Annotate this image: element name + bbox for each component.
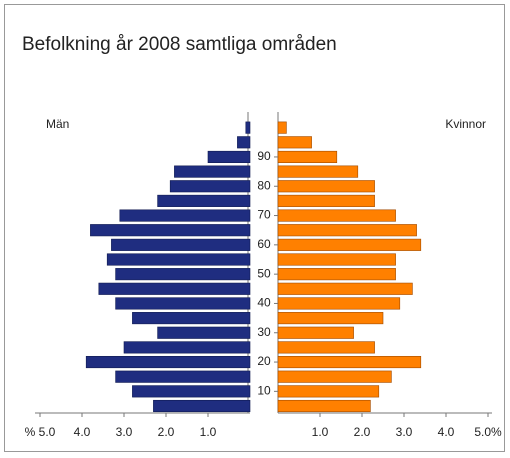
bar <box>153 399 251 413</box>
age-label: 10 <box>257 384 271 398</box>
bar <box>277 282 413 295</box>
x-tick-label: 1.0 <box>200 425 217 439</box>
bar <box>277 224 417 237</box>
bar <box>277 165 359 178</box>
bar <box>115 370 251 383</box>
x-tick-label: 4.0 <box>438 425 455 439</box>
x-tick-label: 3.0 <box>116 425 133 439</box>
age-label: 40 <box>257 296 271 310</box>
bar <box>277 209 396 222</box>
bar <box>98 282 251 295</box>
bar <box>132 385 251 398</box>
bar <box>277 355 422 369</box>
age-label: 80 <box>257 178 271 192</box>
bar <box>277 194 375 207</box>
x-tick-label: % 5.0 <box>25 425 56 439</box>
bar <box>277 312 384 325</box>
bar <box>277 268 396 281</box>
chart-title: Befolkning år 2008 samtliga områden <box>22 34 337 55</box>
bar <box>169 180 251 193</box>
bar <box>119 209 251 222</box>
x-tick-label: 4.0 <box>74 425 91 439</box>
x-tick-label: 2.0 <box>354 425 371 439</box>
age-label: 50 <box>257 266 271 280</box>
bar <box>277 385 380 398</box>
bar <box>245 121 251 134</box>
bar <box>123 341 251 354</box>
bar <box>115 268 251 281</box>
age-label: 20 <box>257 354 271 368</box>
bar <box>277 253 396 266</box>
bar <box>85 355 251 369</box>
bar <box>157 194 251 207</box>
bar <box>277 180 375 193</box>
bar <box>277 150 338 163</box>
bar <box>277 297 401 310</box>
age-label: 70 <box>257 208 271 222</box>
bar <box>157 326 251 339</box>
bar <box>277 238 422 251</box>
frame <box>4 4 505 452</box>
bar <box>277 399 371 413</box>
bar <box>277 326 354 339</box>
bar <box>237 136 251 149</box>
x-tick-label: 5.0% <box>474 425 502 439</box>
x-tick-label: 3.0 <box>396 425 413 439</box>
x-tick-label: 1.0 <box>312 425 329 439</box>
x-tick-label: 2.0 <box>158 425 175 439</box>
bar <box>277 341 375 354</box>
bar <box>111 238 251 251</box>
bar <box>132 312 251 325</box>
bar <box>174 165 251 178</box>
age-label: 90 <box>257 149 271 163</box>
age-label: 60 <box>257 237 271 251</box>
bar <box>277 370 392 383</box>
legend-women: Kvinnor <box>445 117 486 131</box>
legend-men: Män <box>46 117 69 131</box>
bar <box>207 150 251 163</box>
bar <box>277 121 287 134</box>
age-label: 30 <box>257 325 271 339</box>
bar <box>90 224 251 237</box>
bar <box>277 136 312 149</box>
bar <box>106 253 251 266</box>
bar <box>115 297 251 310</box>
